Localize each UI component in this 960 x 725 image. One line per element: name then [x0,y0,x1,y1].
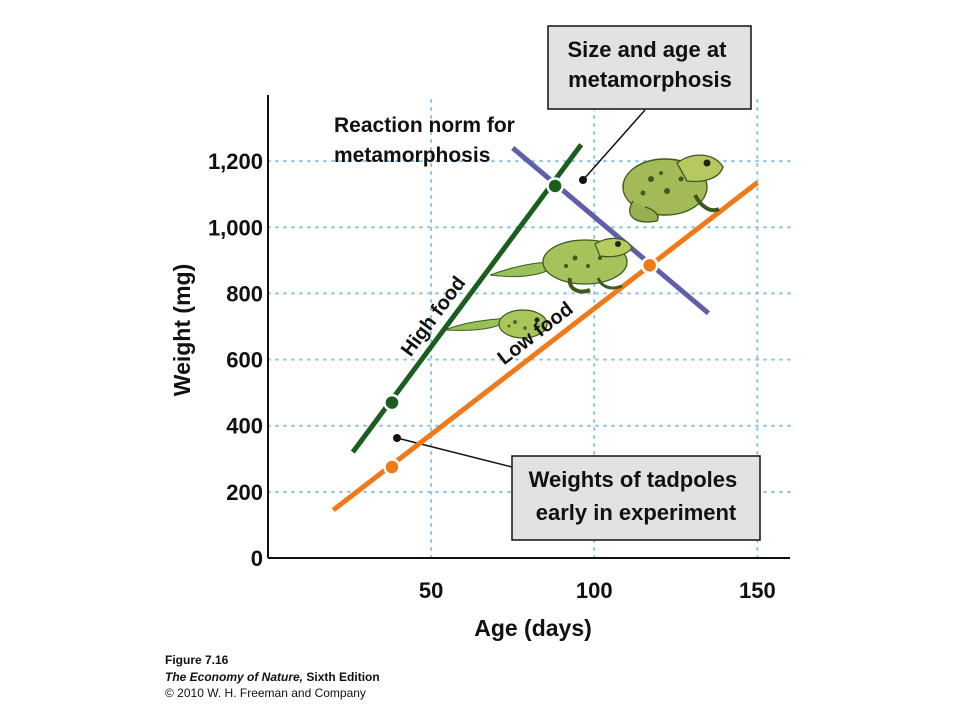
tadpole-with-legs-icon [489,237,633,294]
caption-copyright: © 2010 W. H. Freeman and Company [165,686,366,700]
figure-caption: Figure 7.16 The Economy of Nature, Sixth… [165,653,380,700]
axes [267,95,790,559]
callout-early-weights-line-1: Weights of tadpoles [529,467,738,492]
caption-edition: Sixth Edition [303,670,380,684]
callout-early-weights: Weights of tadpoles early in experiment [511,455,761,541]
tick-labels: 0 200 400 600 800 1,000 1,200 50 100 150 [208,149,776,603]
callout-connector-top [582,109,646,181]
data-point [640,256,659,275]
caption-figure-number: Figure 7.16 [165,653,229,667]
callout-size-age-line-2: metamorphosis [568,67,732,92]
callout-early-weights-box [511,455,761,541]
series-line-low-food [331,180,759,513]
tadpole-icon [444,309,548,339]
x-tick-label: 150 [739,578,776,603]
series-line-reaction-norm [511,146,711,316]
data-point [383,458,401,476]
reaction-norm-label-line-2: metamorphosis [334,144,490,167]
y-tick-label: 1,200 [208,149,263,174]
y-tick-label: 0 [251,546,263,571]
caption-book: The Economy of Nature, Sixth Edition [165,670,380,684]
y-tick-label: 800 [226,281,263,306]
y-tick-label: 1,000 [208,215,263,240]
frog-icon [622,154,724,223]
reaction-norm-label-line-1: Reaction norm for [334,114,515,137]
x-tick-label: 100 [576,578,613,603]
y-axis-title: Weight (mg) [169,264,195,396]
callout-anchor-bottom [393,434,401,442]
callout-early-weights-line-2: early in experiment [536,500,737,525]
x-tick-label: 50 [419,578,443,603]
callout-size-age-text: Size and age at metamorphosis [567,37,732,92]
callout-size-age-line-1: Size and age at [567,37,727,62]
callout-connector-bottom [396,437,513,468]
callout-size-age: Size and age at metamorphosis [547,25,752,110]
caption-book-title: The Economy of Nature, [165,670,303,684]
x-axis-title: Age (days) [474,615,592,641]
y-tick-label: 600 [226,348,263,373]
callout-anchor-top [579,176,587,184]
data-point [546,177,564,195]
data-points [383,177,659,476]
callout-early-weights-text: Weights of tadpoles early in experiment [529,467,744,525]
callout-size-age-box [547,25,752,110]
y-tick-label: 400 [226,414,263,439]
data-point [383,393,401,412]
y-tick-label: 200 [226,480,263,505]
reaction-norm-label: Reaction norm for metamorphosis [334,114,521,167]
